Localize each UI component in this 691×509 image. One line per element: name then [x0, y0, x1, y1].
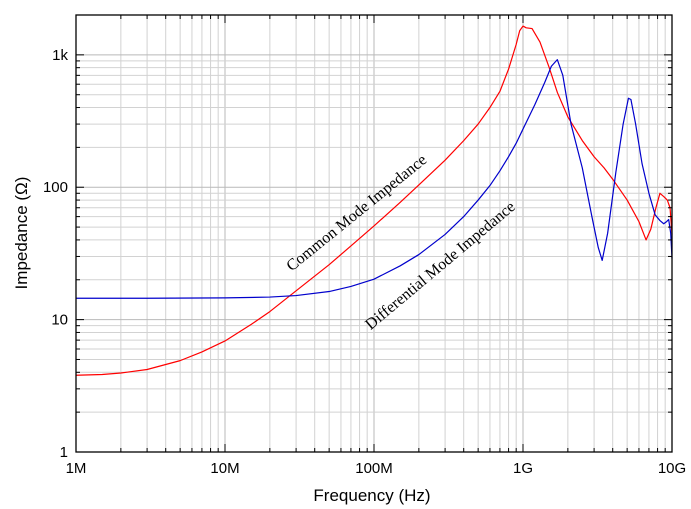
ticks: [75, 14, 672, 453]
x-tick-label: 1M: [66, 460, 87, 477]
y-tick-label: 10: [51, 312, 68, 329]
series-line-0: [75, 25, 673, 376]
x-tick-label: 100M: [355, 460, 393, 477]
tick-labels: 1M 10M 100M 1G 10G 1 10 100 1k: [43, 47, 686, 477]
grid: [75, 14, 672, 453]
y-tick-label: 100: [43, 179, 68, 196]
x-axis-label: Frequency (Hz): [313, 486, 430, 505]
x-tick-label: 10G: [658, 460, 686, 477]
x-tick-label: 1G: [513, 460, 533, 477]
x-tick-label: 10M: [210, 460, 239, 477]
series-layer: [75, 25, 673, 376]
y-axis-label: Impedance (Ω): [12, 177, 31, 290]
y-tick-label: 1: [60, 444, 68, 461]
annotation-1: Differential Mode Impedance: [362, 198, 518, 333]
series-line-1: [76, 59, 673, 299]
y-tick-label: 1k: [52, 47, 68, 64]
